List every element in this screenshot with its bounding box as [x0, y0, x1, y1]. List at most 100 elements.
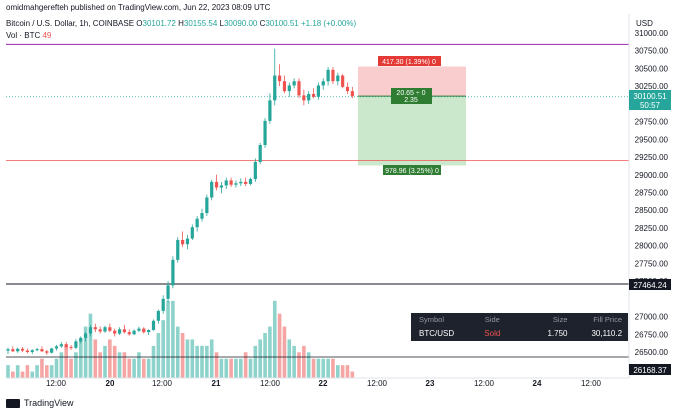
candle-body[interactable]	[50, 348, 54, 353]
candle-body[interactable]	[64, 344, 68, 348]
candle-body[interactable]	[59, 344, 63, 347]
candle-body[interactable]	[113, 330, 117, 334]
candle-body[interactable]	[176, 239, 180, 260]
candle-body[interactable]	[336, 75, 340, 82]
volume-bar	[350, 371, 355, 378]
candle-body[interactable]	[292, 81, 296, 86]
candle-body[interactable]	[350, 91, 354, 97]
candle-body[interactable]	[244, 181, 248, 184]
candle-body[interactable]	[93, 327, 97, 330]
candle-body[interactable]	[122, 329, 126, 333]
candle-body[interactable]	[345, 86, 350, 92]
volume-bar	[59, 352, 64, 378]
candle-body[interactable]	[84, 333, 88, 338]
candle-body[interactable]	[273, 75, 277, 101]
candle-body[interactable]	[88, 327, 93, 334]
volume-bar	[306, 352, 311, 378]
y-tick-label: 28750.00	[635, 189, 669, 198]
candle-body[interactable]	[79, 337, 83, 342]
candle-body[interactable]	[74, 341, 78, 348]
candle-body[interactable]	[210, 181, 214, 198]
candle-body[interactable]	[282, 81, 287, 92]
candle-body[interactable]	[253, 162, 257, 180]
volume-bar	[25, 365, 30, 378]
cell-symbol: BTC/USD	[419, 328, 455, 338]
candle-body[interactable]	[137, 328, 141, 331]
publisher-line: omidmahgerefteh published on TradingView…	[6, 3, 271, 12]
volume-bar	[272, 300, 277, 378]
volume-legend[interactable]: Vol · BTC 49	[6, 31, 51, 40]
candle-body[interactable]	[248, 179, 253, 184]
candle-body[interactable]	[35, 349, 39, 351]
volume-bar	[122, 352, 127, 378]
volume-bar	[6, 365, 10, 378]
candle-body[interactable]	[331, 69, 335, 82]
candle-body[interactable]	[6, 349, 10, 351]
candle-body[interactable]	[297, 81, 301, 96]
candle-body[interactable]	[69, 347, 73, 349]
volume-bar	[78, 339, 83, 378]
candle-body[interactable]	[20, 348, 25, 351]
candle-body[interactable]	[98, 329, 102, 332]
candle-body[interactable]	[40, 349, 44, 352]
candle-body[interactable]	[229, 180, 233, 185]
candle-body[interactable]	[127, 332, 131, 335]
candle-body[interactable]	[302, 95, 306, 101]
candle-body[interactable]	[117, 329, 122, 334]
candle-body[interactable]	[16, 348, 20, 352]
candle-body[interactable]	[25, 350, 29, 352]
candle-body[interactable]	[195, 218, 199, 228]
candle-body[interactable]	[45, 351, 49, 353]
candle-body[interactable]	[316, 85, 320, 97]
currency-label: USD	[636, 19, 653, 28]
volume-bar	[83, 326, 88, 378]
candle-body[interactable]	[171, 259, 175, 286]
candle-body[interactable]	[147, 330, 151, 333]
candle-body[interactable]	[224, 180, 228, 186]
time-axis[interactable]: 12:00 20 12:00 21 12:00 22 12:00 23 12:00 24 12:00	[6, 377, 629, 388]
candle-body[interactable]	[30, 350, 34, 352]
volume-bar	[268, 326, 272, 378]
candle-body[interactable]	[54, 346, 59, 349]
symbol-legend[interactable]: Bitcoin / U.S. Dollar, 1h, COINBASE O301…	[6, 19, 356, 28]
candle-body[interactable]	[161, 298, 165, 311]
candle-body[interactable]	[268, 100, 272, 121]
candle-body[interactable]	[11, 349, 15, 352]
candle-body[interactable]	[326, 69, 330, 82]
candle-body[interactable]	[185, 238, 190, 245]
low-label: L	[219, 19, 224, 28]
price-axis[interactable]: 31000.00 30750.00 30500.00 30250.00 29750.00…	[628, 14, 669, 378]
candle-body[interactable]	[258, 145, 262, 163]
candle-body[interactable]	[103, 327, 107, 332]
candle-body[interactable]	[307, 93, 311, 101]
candle-body[interactable]	[166, 285, 170, 299]
take-profit-zone[interactable]	[358, 96, 466, 166]
candle-body[interactable]	[108, 327, 112, 331]
candle-body[interactable]	[311, 93, 316, 97]
candle-body[interactable]	[287, 85, 291, 92]
target-label: 978.96 (3.25%) 0	[385, 168, 439, 175]
candle-body[interactable]	[200, 213, 204, 219]
candle-body[interactable]	[341, 75, 345, 87]
volume-bar	[263, 333, 267, 378]
candle-body[interactable]	[132, 330, 136, 335]
candle-body[interactable]	[278, 75, 282, 82]
volume-bar	[205, 345, 209, 378]
volume-bar	[287, 339, 292, 378]
candle-body[interactable]	[321, 81, 325, 86]
volume-bar	[326, 358, 330, 378]
candle-body[interactable]	[219, 185, 223, 188]
stop-label: 417.30 (1.39%) 0	[382, 59, 436, 66]
candle-body[interactable]	[151, 320, 156, 331]
candle-body[interactable]	[190, 227, 194, 239]
footer-brand[interactable]: TradingView	[6, 398, 74, 408]
candle-body[interactable]	[142, 328, 146, 333]
candle-body[interactable]	[214, 181, 219, 188]
candle-body[interactable]	[205, 197, 209, 214]
candle-body[interactable]	[181, 239, 185, 245]
candle-body[interactable]	[156, 310, 160, 321]
candle-body[interactable]	[239, 181, 243, 184]
candle-body[interactable]	[234, 183, 238, 185]
candle-body[interactable]	[263, 120, 267, 146]
